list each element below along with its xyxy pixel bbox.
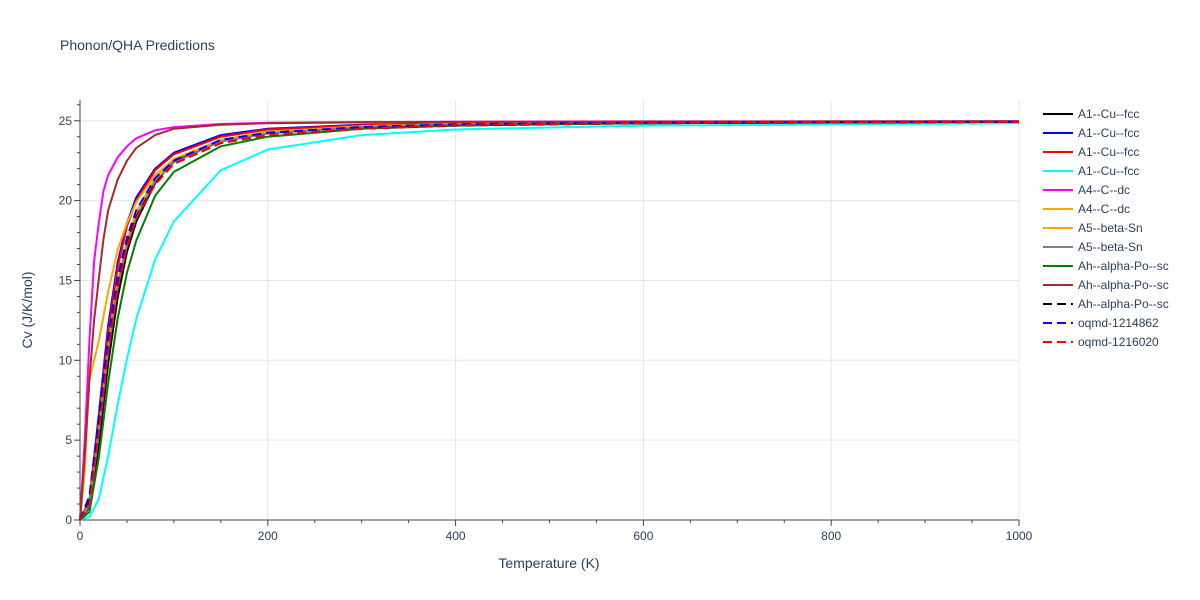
legend-item[interactable]: Ah--alpha-Po--sc: [1043, 259, 1169, 273]
legend-label: oqmd-1216020: [1078, 335, 1159, 349]
series-line-8: [79, 120, 1020, 521]
x-tick-label: 0: [77, 529, 84, 543]
legend-label: A1--Cu--fcc: [1078, 107, 1139, 121]
legend-item[interactable]: A1--Cu--fcc: [1043, 164, 1139, 178]
series-line-1: [79, 120, 1020, 521]
legend-label: Ah--alpha-Po--sc: [1078, 259, 1169, 273]
grid: [80, 100, 1020, 520]
series-line-0: [79, 120, 1020, 521]
legend-item[interactable]: A1--Cu--fcc: [1043, 145, 1139, 159]
legend-label: A5--beta-Sn: [1078, 240, 1143, 254]
legend-label: A4--C--dc: [1078, 183, 1130, 197]
y-tick-label: 0: [65, 513, 72, 527]
legend-item[interactable]: oqmd-1214862: [1043, 316, 1159, 330]
x-tick-label: 800: [821, 529, 841, 543]
y-tick-label: 25: [59, 114, 73, 128]
legend-item[interactable]: A1--Cu--fcc: [1043, 107, 1139, 121]
series-line-5: [79, 120, 1020, 521]
chart-title: Phonon/QHA Predictions: [60, 37, 215, 53]
legend-label: Ah--alpha-Po--sc: [1078, 297, 1169, 311]
legend[interactable]: A1--Cu--fcc A1--Cu--fcc A1--Cu--fcc A1--Cu-…: [1043, 107, 1169, 349]
legend-item[interactable]: Ah--alpha-Po--sc: [1043, 278, 1169, 292]
legend-label: A1--Cu--fcc: [1078, 145, 1139, 159]
y-tick-label: 10: [59, 353, 73, 367]
legend-item[interactable]: A5--beta-Sn: [1043, 240, 1143, 254]
x-tick-label: 400: [446, 529, 466, 543]
y-axis-title: Cv (J/K/mol): [19, 272, 35, 349]
series-line-12: [79, 120, 1020, 521]
tick-labels: 0 200 400 600 800 1000 0 5 10 15 20 25: [59, 114, 1033, 543]
series-line-7: [79, 120, 1020, 521]
legend-label: A1--Cu--fcc: [1078, 164, 1139, 178]
legend-label: A5--beta-Sn: [1078, 221, 1143, 235]
legend-label: A1--Cu--fcc: [1078, 126, 1139, 140]
x-tick-label: 200: [258, 529, 278, 543]
legend-item[interactable]: A1--Cu--fcc: [1043, 126, 1139, 140]
legend-item[interactable]: A4--C--dc: [1043, 202, 1130, 216]
legend-label: Ah--alpha-Po--sc: [1078, 278, 1169, 292]
y-tick-label: 15: [59, 273, 73, 287]
legend-label: oqmd-1214862: [1078, 316, 1159, 330]
legend-item[interactable]: oqmd-1216020: [1043, 335, 1159, 349]
series-line-2: [79, 120, 1020, 521]
series-line-6: [79, 120, 1020, 521]
axes: [74, 100, 1020, 526]
legend-label: A4--C--dc: [1078, 202, 1130, 216]
series-line-11: [79, 120, 1020, 521]
legend-item[interactable]: A4--C--dc: [1043, 183, 1130, 197]
x-tick-label: 1000: [1006, 529, 1033, 543]
y-tick-label: 20: [59, 194, 73, 208]
legend-item[interactable]: A5--beta-Sn: [1043, 221, 1143, 235]
series-layer: [79, 120, 1020, 521]
x-tick-label: 600: [633, 529, 653, 543]
series-line-4: [79, 120, 1020, 521]
y-tick-label: 5: [65, 433, 72, 447]
x-axis-title: Temperature (K): [498, 555, 599, 571]
series-line-9: [79, 120, 1020, 521]
legend-item[interactable]: Ah--alpha-Po--sc: [1043, 297, 1169, 311]
series-line-3: [79, 122, 1020, 521]
series-line-10: [79, 120, 1020, 521]
